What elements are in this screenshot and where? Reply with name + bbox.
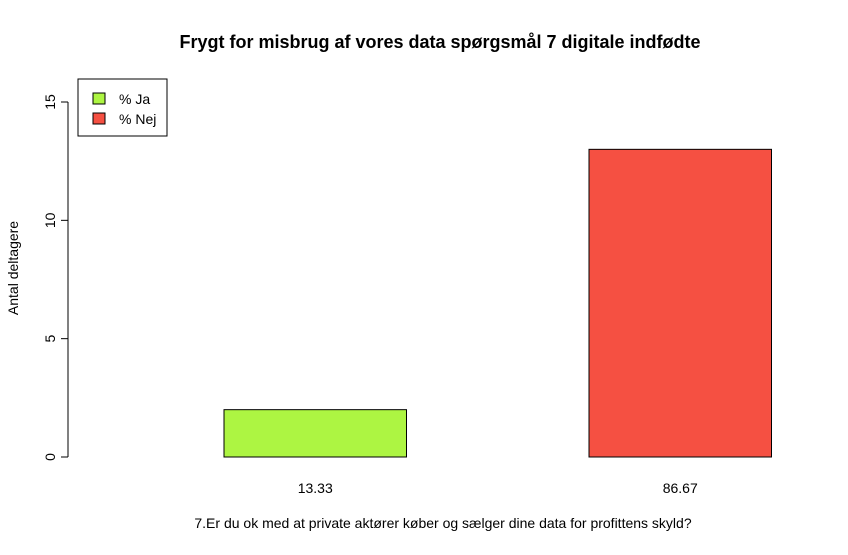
bar-0 — [223, 409, 407, 458]
bar-1 — [588, 148, 772, 458]
legend-swatch — [92, 92, 106, 105]
x-tick-label: 86.67 — [663, 480, 698, 496]
x-tick-labels: 13.33 86.67 — [298, 480, 698, 496]
y-tick-label: 0 — [42, 453, 58, 461]
y-tick-label: 15 — [42, 94, 58, 110]
y-axis: 0 5 10 15 — [42, 94, 69, 461]
legend-label: % Ja — [119, 91, 150, 107]
legend-box — [77, 78, 168, 137]
x-axis-label: 7.Er du ok med at private aktører køber … — [194, 515, 691, 531]
legend-swatch — [92, 112, 106, 125]
y-tick-label: 10 — [42, 212, 58, 228]
chart-title: Frygt for misbrug af vores data spørgsmå… — [179, 32, 700, 52]
y-tick-label: 5 — [42, 335, 58, 343]
x-tick-label: 13.33 — [298, 480, 333, 496]
y-axis-label: Antal deltagere — [5, 221, 21, 315]
legend: % Ja % Nej — [77, 78, 168, 137]
legend-label: % Nej — [119, 111, 156, 127]
bars — [223, 148, 772, 458]
